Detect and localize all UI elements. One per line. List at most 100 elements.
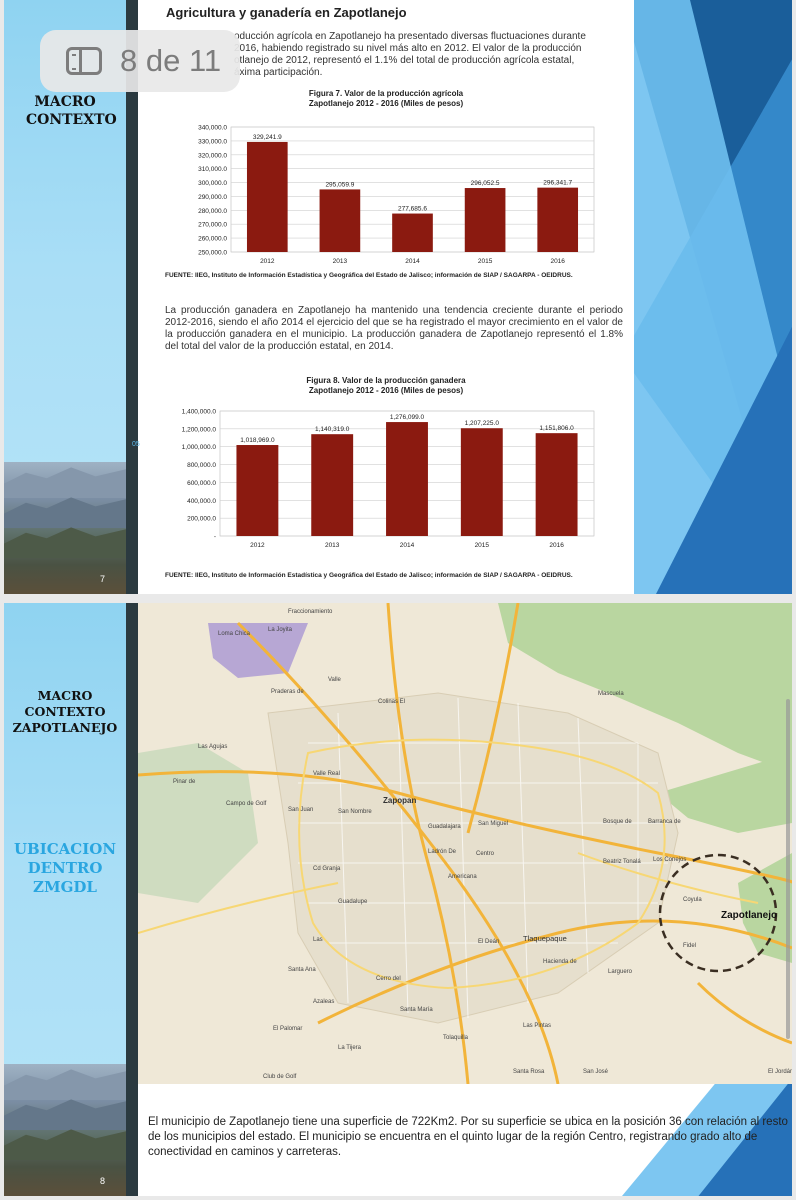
figure8-title-line1: Figura 8. Valor de la producción ganader… [306,376,466,385]
agricultural-production-chart: 250,000.0 260,000.0 270,000.0 280,000.0 290,… [198,125,595,265]
page-indicator-pill[interactable]: 8 de 11 [40,30,240,92]
y-tick-label: 1,000,000.0 [182,444,217,451]
y-tick-label: 250,000.0 [198,250,227,257]
x-tick-label: 2012 [250,542,265,549]
slide-7: MACRO CONTEXTO 7 Agricultura y ganadería… [4,0,792,594]
bar [392,213,433,252]
bar [537,187,579,252]
document-page: Agricultura y ganadería en Zapotlanejo o… [138,0,634,594]
y-tick-label: 800,000.0 [187,462,216,469]
y-tick-label: 1,200,000.0 [182,426,217,433]
sidebar-title-line: CONTEXTO [24,704,106,719]
svg-text:Las Pintas: Las Pintas [523,1023,551,1029]
y-tick-label: 200,000.0 [187,516,216,523]
svg-text:El Deán: El Deán [478,939,499,945]
y-tick-label: 1,400,000.0 [182,409,217,416]
x-tick-label: 2012 [260,258,275,265]
sidebar-landscape-image [4,1064,126,1196]
figure8-title: Figura 8. Valor de la producción ganader… [138,376,634,396]
figure7-title: Figura 7. Valor de la producción agrícol… [138,89,634,109]
svg-text:Barranca de: Barranca de [648,819,681,825]
map-scrollbar[interactable] [786,699,790,1039]
y-tick-label: 600,000.0 [187,480,216,487]
svg-text:Santa María: Santa María [400,1007,433,1013]
sidebar-strip [126,603,138,1196]
sidebar-strip [126,0,138,594]
svg-text:Praderas de: Praderas de [271,689,304,695]
bar [386,422,428,536]
bar [460,428,503,536]
svg-text:Americana: Americana [448,874,477,880]
svg-text:San Juan: San Juan [288,807,313,813]
page-number: 7 [100,574,106,584]
zmg-map[interactable]: Fraccionamiento Loma Chica La Joyita Valle… [138,603,792,1084]
svg-text:Pinar de: Pinar de [173,779,196,785]
bar [311,434,354,536]
svg-text:Ladrón De: Ladrón De [428,849,457,855]
sidebar-title: MACRO CONTEXTO ZAPOTLANEJO [4,688,126,736]
svg-text:Centro: Centro [476,851,495,857]
intro-line: 2016, habiendo registrado su nivel más a… [234,43,582,54]
data-label: 296,341.7 [543,180,572,187]
intro-line: áxima participación. [234,67,323,78]
svg-text:Las: Las [313,937,323,943]
svg-text:Zapopan: Zapopan [383,796,416,805]
svg-text:Tonalá: Tonalá [623,859,641,865]
svg-text:El Palomar: El Palomar [273,1026,302,1032]
x-tick-label: 2014 [400,542,415,549]
x-tick-label: 2016 [549,542,564,549]
svg-text:San Miguel: San Miguel [478,821,508,827]
svg-text:San Nombre: San Nombre [338,809,372,815]
svg-text:Santa Ana: Santa Ana [288,967,316,973]
svg-text:Azaleas: Azaleas [313,999,334,1005]
slide-8: MACRO CONTEXTO ZAPOTLANEJO UBICACION DEN… [4,603,792,1196]
bar [464,188,506,252]
data-label: 1,018,969.0 [240,437,275,444]
slide-caption: El municipio de Zapotlanejo tiene una su… [148,1116,788,1158]
svg-text:Loma Chica: Loma Chica [218,631,251,637]
svg-text:Cd Granja: Cd Granja [313,866,341,872]
bar [246,141,288,252]
data-label: 1,151,806.0 [539,425,574,432]
y-tick-label: 290,000.0 [198,194,227,201]
svg-text:Mascuela: Mascuela [598,691,624,697]
y-tick-label: 310,000.0 [198,166,227,173]
livestock-production-chart: - 200,000.0 400,000.0 600,000.0 800,000.0 1,0… [182,409,595,549]
data-label: 295,059.9 [325,181,354,188]
y-tick-label: 260,000.0 [198,236,227,243]
map-graphic: Fraccionamiento Loma Chica La Joyita Valle… [138,603,792,1084]
figure8-source: FUENTE: IIEG, Instituto de Información E… [165,572,573,579]
sidebar-subtitle-line: UBICACION [13,840,117,858]
sidebar-subtitle-line: DENTRO [27,859,103,877]
bar [319,189,361,252]
svg-text:Campo de Golf: Campo de Golf [226,801,267,807]
y-tick-label: 320,000.0 [198,152,227,159]
data-label: 1,207,225.0 [465,420,500,427]
sidebar-toggle-icon[interactable] [66,47,102,75]
livestock-paragraph: La producción ganadera en Zapotlanejo ha… [165,305,623,352]
y-tick-label: 340,000.0 [198,125,227,132]
x-tick-label: 2015 [478,258,493,265]
x-tick-label: 2013 [333,258,348,265]
sidebar-title: MACRO CONTEXTO [26,94,117,128]
stray-mark: 05 [132,441,140,448]
svg-text:Larguero: Larguero [608,969,633,975]
svg-text:Guadalupe: Guadalupe [338,899,368,905]
figure7-source: FUENTE: IIEG, Instituto de Información E… [165,272,573,279]
decorative-shapes [622,0,792,594]
figure8-title-line2: Zapotlanejo 2012 - 2016 (Miles de pesos) [308,386,464,395]
zapotlanejo-label: Zapotlanejo [721,910,778,921]
x-tick-label: 2015 [475,542,490,549]
x-tick-label: 2014 [405,258,420,265]
sidebar-subtitle: UBICACION DENTRO ZMGDL [4,840,126,897]
bar [535,433,578,536]
svg-text:Coyula: Coyula [683,897,702,903]
svg-text:Las Agujas: Las Agujas [198,744,227,750]
data-label: 1,140,319.0 [315,426,350,433]
svg-text:Cerro del: Cerro del [376,976,401,982]
data-label: 329,241.9 [253,134,282,141]
svg-text:Valle Real: Valle Real [313,771,340,777]
sidebar-landscape-image [4,462,126,594]
sidebar-subtitle-line: ZMGDL [33,878,97,896]
page-number: 8 [100,1176,106,1186]
